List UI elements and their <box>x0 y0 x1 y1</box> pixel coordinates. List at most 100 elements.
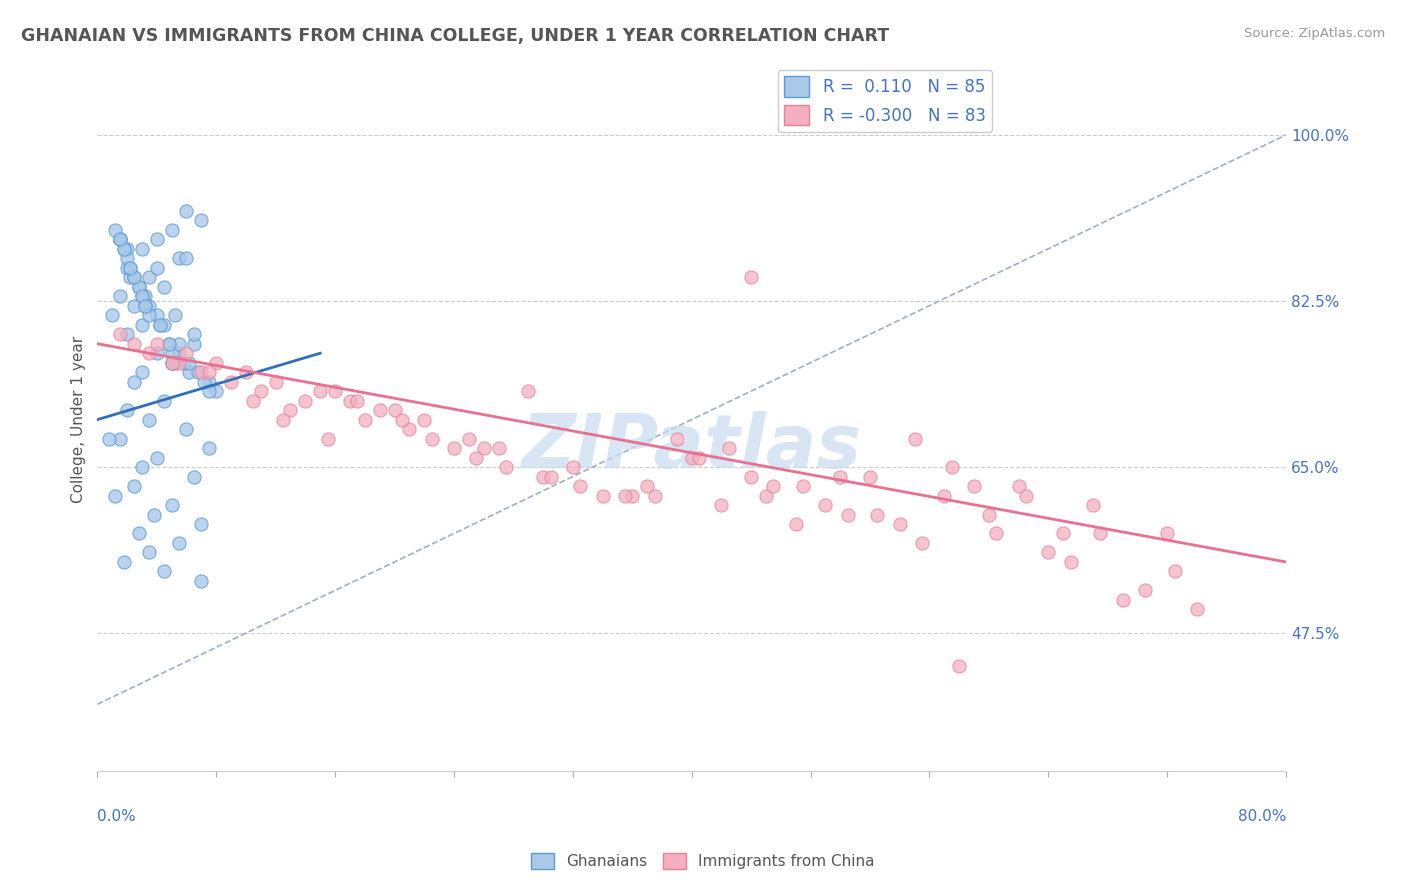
Text: 80.0%: 80.0% <box>1237 809 1286 824</box>
Point <box>413 412 436 426</box>
Point <box>115 242 138 256</box>
Point <box>131 289 153 303</box>
Point <box>146 450 169 465</box>
Point <box>420 432 443 446</box>
Point <box>163 356 186 370</box>
Point <box>346 393 368 408</box>
Point <box>104 223 127 237</box>
Point <box>146 232 169 246</box>
Text: 0.0%: 0.0% <box>97 809 136 824</box>
Point <box>264 375 287 389</box>
Point <box>353 412 375 426</box>
Point <box>179 356 201 370</box>
Point <box>1111 593 1133 607</box>
Point <box>142 508 165 522</box>
Point <box>138 412 160 426</box>
Point <box>118 270 141 285</box>
Point <box>830 469 852 483</box>
Point <box>131 242 153 256</box>
Point <box>540 469 562 483</box>
Point <box>134 289 156 303</box>
Point <box>176 422 198 436</box>
Point <box>1081 498 1104 512</box>
Point <box>138 545 160 559</box>
Point <box>98 432 121 446</box>
Point <box>118 260 141 275</box>
Point <box>569 479 592 493</box>
Point <box>889 516 911 531</box>
Point <box>149 318 172 332</box>
Point <box>167 536 190 550</box>
Point <box>963 479 986 493</box>
Point <box>167 336 190 351</box>
Point <box>242 393 264 408</box>
Point <box>986 526 1008 541</box>
Point <box>115 252 138 266</box>
Point <box>197 375 219 389</box>
Point <box>153 318 176 332</box>
Point <box>472 441 495 455</box>
Point <box>1015 489 1038 503</box>
Point <box>183 327 205 342</box>
Point <box>157 336 180 351</box>
Point <box>160 223 183 237</box>
Point <box>339 393 361 408</box>
Point <box>911 536 934 550</box>
Point <box>131 318 153 332</box>
Point <box>384 403 406 417</box>
Point <box>131 460 153 475</box>
Point <box>160 346 183 360</box>
Point <box>176 203 198 218</box>
Point <box>1133 583 1156 598</box>
Point <box>294 393 316 408</box>
Point <box>112 242 135 256</box>
Point <box>249 384 271 399</box>
Point <box>115 260 138 275</box>
Point <box>859 469 882 483</box>
Point <box>190 574 212 588</box>
Point <box>183 469 205 483</box>
Point <box>128 279 150 293</box>
Point <box>153 565 176 579</box>
Point <box>160 356 183 370</box>
Point <box>755 489 778 503</box>
Point <box>309 384 332 399</box>
Point <box>814 498 837 512</box>
Point <box>138 346 160 360</box>
Point <box>124 299 146 313</box>
Point <box>101 308 124 322</box>
Point <box>108 289 131 303</box>
Point <box>124 479 146 493</box>
Point <box>205 356 228 370</box>
Point <box>717 441 740 455</box>
Point <box>108 432 131 446</box>
Point <box>160 356 183 370</box>
Point <box>941 460 963 475</box>
Point <box>205 384 228 399</box>
Point <box>271 412 294 426</box>
Point <box>124 270 146 285</box>
Point <box>157 336 180 351</box>
Point <box>146 336 169 351</box>
Point <box>681 450 703 465</box>
Point <box>1090 526 1112 541</box>
Point <box>368 403 391 417</box>
Point <box>517 384 540 399</box>
Point <box>179 365 201 379</box>
Point <box>197 384 219 399</box>
Point <box>190 516 212 531</box>
Point <box>146 260 169 275</box>
Point <box>323 384 346 399</box>
Point <box>792 479 814 493</box>
Point <box>613 489 636 503</box>
Point <box>108 327 131 342</box>
Y-axis label: College, Under 1 year: College, Under 1 year <box>72 336 86 503</box>
Point <box>153 279 176 293</box>
Point <box>138 308 160 322</box>
Point <box>235 365 257 379</box>
Point <box>146 346 169 360</box>
Point <box>1185 602 1208 616</box>
Point <box>948 659 970 673</box>
Point <box>190 365 212 379</box>
Point <box>903 432 925 446</box>
